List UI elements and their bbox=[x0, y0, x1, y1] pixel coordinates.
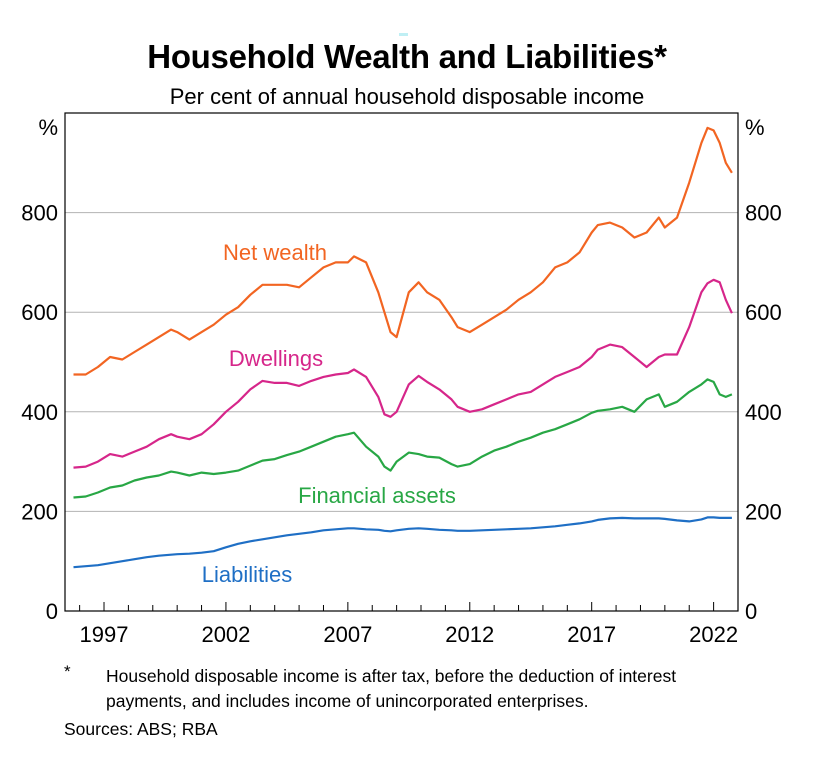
xtick-label-2002: 2002 bbox=[201, 622, 250, 647]
axis-ticks: 0 0 200 200 400 400 600 600 800 800% % 1997 2002 2007… bbox=[21, 115, 781, 647]
label-net-wealth: Net wealth bbox=[223, 240, 327, 265]
ytick-left-400: 400 bbox=[21, 400, 58, 425]
ytick-left-800: 800 bbox=[21, 201, 58, 226]
xtick-label-1997: 1997 bbox=[80, 622, 129, 647]
ytick-right-0: 0 bbox=[745, 599, 757, 624]
line-chart: Net wealth Dwellings Financial assets Liabi… bbox=[21, 112, 782, 647]
label-liabilities: Liabilities bbox=[202, 562, 293, 587]
xtick-label-2022: 2022 bbox=[689, 622, 738, 647]
ytick-left-200: 200 bbox=[21, 499, 58, 524]
chart-subtitle: Per cent of annual household disposable … bbox=[169, 84, 645, 109]
label-dwellings: Dwellings bbox=[229, 346, 323, 371]
series-line-liabilities bbox=[73, 516, 732, 569]
ytick-left-600: 600 bbox=[21, 300, 58, 325]
ytick-left-0: 0 bbox=[46, 599, 58, 624]
ytick-right-800: 800 bbox=[745, 201, 782, 226]
series-line-financial-assets bbox=[73, 378, 733, 499]
xtick-label-2012: 2012 bbox=[445, 622, 494, 647]
ytick-right-200: 200 bbox=[745, 499, 782, 524]
title-accent-mark bbox=[399, 33, 408, 36]
series-lines bbox=[73, 126, 733, 569]
xtick-label-2007: 2007 bbox=[323, 622, 372, 647]
gridlines bbox=[65, 212, 738, 512]
label-financial-assets: Financial assets bbox=[298, 483, 456, 508]
series-line-dwellings bbox=[73, 278, 733, 469]
plot-border bbox=[64, 112, 739, 612]
xtick-label-2017: 2017 bbox=[567, 622, 616, 647]
chart-title: Household Wealth and Liabilities* bbox=[147, 38, 667, 75]
footnote: Household disposable income is after tax… bbox=[106, 666, 677, 711]
plot-frame bbox=[64, 112, 739, 612]
ytick-right-400: 400 bbox=[745, 400, 782, 425]
series-labels: Net wealth Dwellings Financial assets Liabi… bbox=[202, 240, 456, 587]
footnote-marker: * bbox=[64, 662, 71, 681]
series-line-net-wealth bbox=[73, 126, 733, 376]
unit-right: % bbox=[745, 115, 765, 140]
ytick-right-600: 600 bbox=[745, 300, 782, 325]
sources: Sources: ABS; RBA bbox=[64, 719, 218, 739]
unit-left: % bbox=[38, 115, 58, 140]
